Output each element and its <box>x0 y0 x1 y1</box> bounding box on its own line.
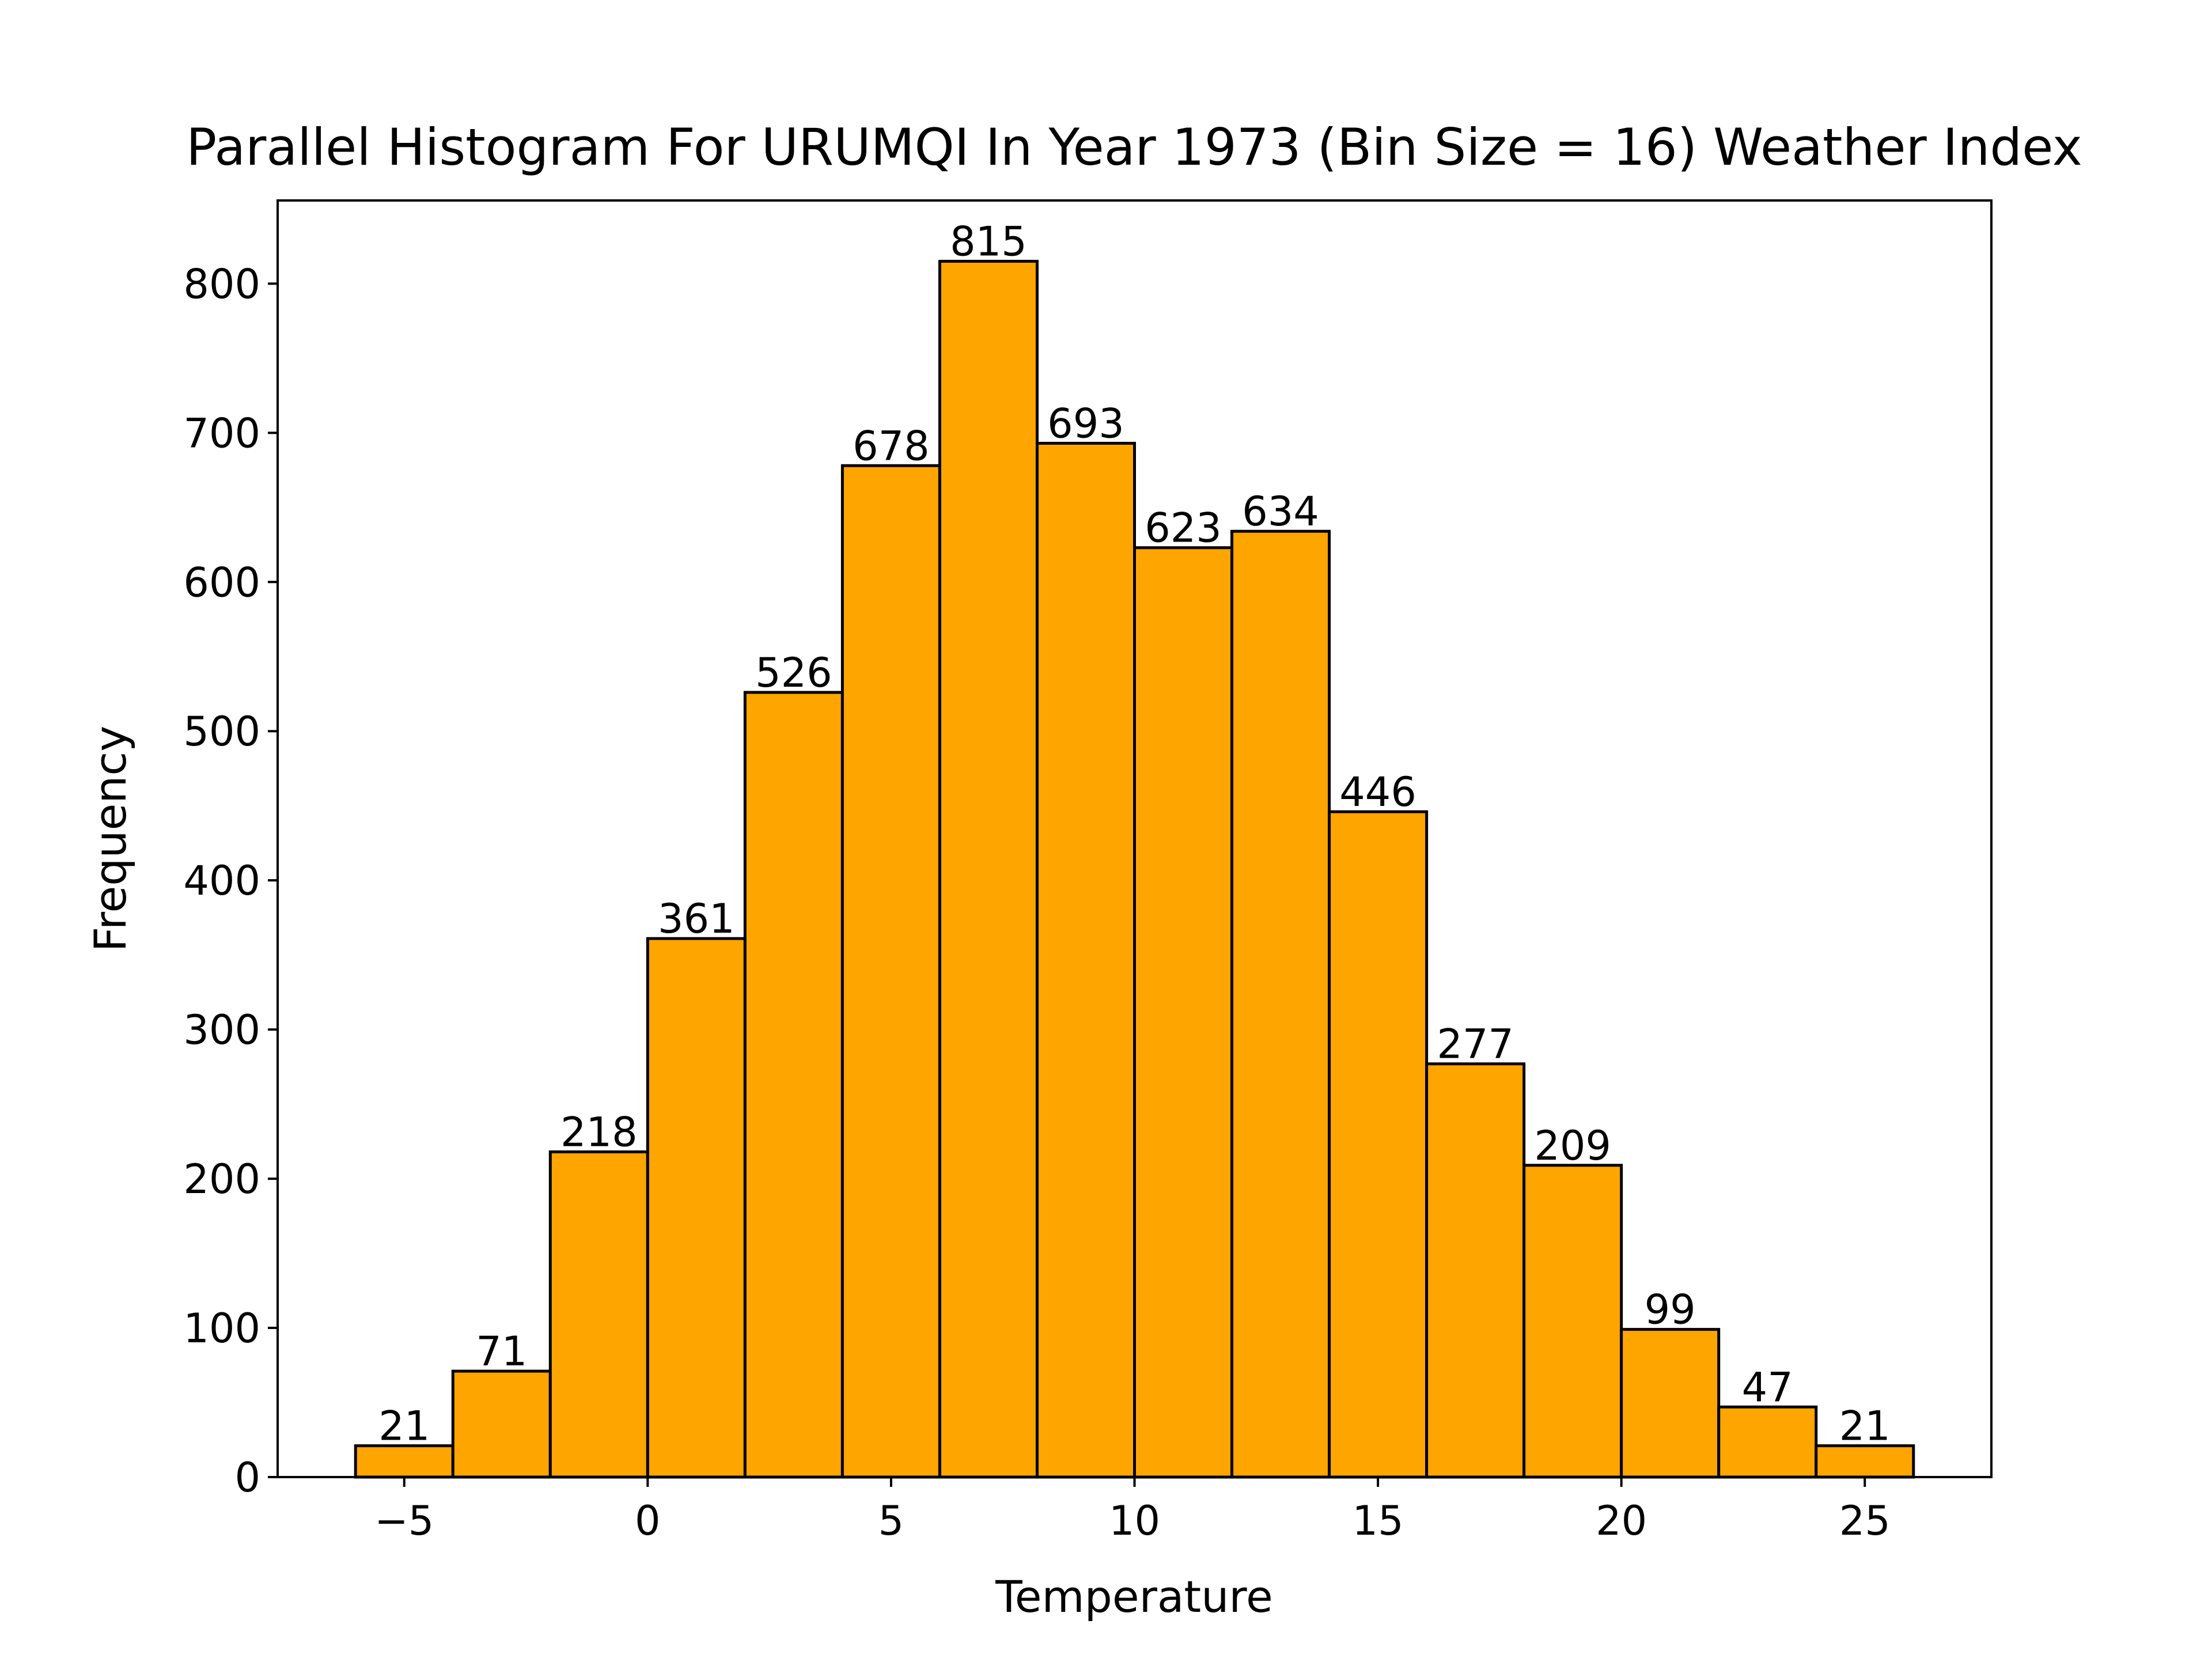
histogram-bar <box>1035 441 1137 1479</box>
histogram-bar <box>840 464 941 1479</box>
histogram-bar <box>1230 529 1331 1479</box>
x-tick-label: 0 <box>635 1497 661 1544</box>
x-axis-ticks: −5 0 5 10 15 20 25 <box>374 1477 1891 1544</box>
bar-value-label: 815 <box>950 218 1027 266</box>
bar-value-label: 99 <box>1645 1286 1696 1334</box>
histogram-bar <box>354 1444 454 1479</box>
histogram-bar <box>451 1369 552 1479</box>
x-tick-label: −5 <box>374 1497 434 1544</box>
bar-value-label: 693 <box>1047 400 1124 447</box>
bar-value-label: 21 <box>1839 1403 1891 1450</box>
y-tick-label: 200 <box>183 1156 260 1203</box>
bar-value-label: 209 <box>1534 1122 1611 1169</box>
histogram-bar <box>1328 810 1429 1479</box>
histogram-bar <box>938 260 1039 1479</box>
bar-value-label: 623 <box>1145 505 1222 552</box>
bar-value-label: 361 <box>658 895 735 942</box>
histogram-bar <box>1133 546 1234 1479</box>
bar-value-label: 634 <box>1242 488 1319 535</box>
bar-value-label: 678 <box>853 422 930 470</box>
y-tick-label: 500 <box>183 708 260 755</box>
x-axis-label: Temperature <box>995 1571 1272 1622</box>
bar-value-label: 71 <box>476 1328 527 1375</box>
y-tick-label: 300 <box>183 1006 260 1054</box>
x-tick-label: 15 <box>1353 1497 1404 1544</box>
bar-value-label: 47 <box>1742 1364 1793 1411</box>
y-tick-label: 100 <box>183 1305 260 1352</box>
histogram-bar <box>1717 1405 1818 1479</box>
bar-value-label: 218 <box>560 1108 638 1156</box>
bar-value-label: 21 <box>378 1403 430 1450</box>
bar-labels-layer: 21 71 218 361 526 678 815 693 623 634 446 277 209 99 4… <box>378 218 1891 1450</box>
y-tick-label: 400 <box>183 857 260 904</box>
histogram-bar <box>1620 1328 1721 1479</box>
y-tick-label: 600 <box>183 559 260 606</box>
bar-value-label: 446 <box>1339 768 1416 816</box>
histogram-bar <box>1425 1062 1526 1479</box>
y-axis-label: Frequency <box>85 726 136 952</box>
y-tick-label: 800 <box>183 260 260 308</box>
x-tick-label: 10 <box>1109 1497 1160 1544</box>
y-tick-label: 0 <box>234 1454 260 1501</box>
histogram-bar <box>646 937 747 1479</box>
plot-frame <box>276 199 1993 1478</box>
bar-value-label: 277 <box>1437 1021 1514 1068</box>
y-tick-label: 700 <box>183 410 260 457</box>
x-tick-label: 20 <box>1596 1497 1647 1544</box>
histogram-bar <box>548 1150 649 1479</box>
histogram-bar <box>743 691 844 1479</box>
bar-value-label: 526 <box>755 649 832 696</box>
histogram-bar <box>1522 1164 1623 1479</box>
bars-layer <box>354 260 1915 1479</box>
x-tick-label: 5 <box>878 1497 904 1544</box>
x-tick-label: 25 <box>1839 1497 1891 1544</box>
histogram-bar <box>1815 1444 1915 1479</box>
chart-title: Parallel Histogram For URUMQI In Year 19… <box>186 118 2082 177</box>
y-axis-ticks: 0 100 200 300 400 500 600 700 800 <box>183 260 278 1501</box>
